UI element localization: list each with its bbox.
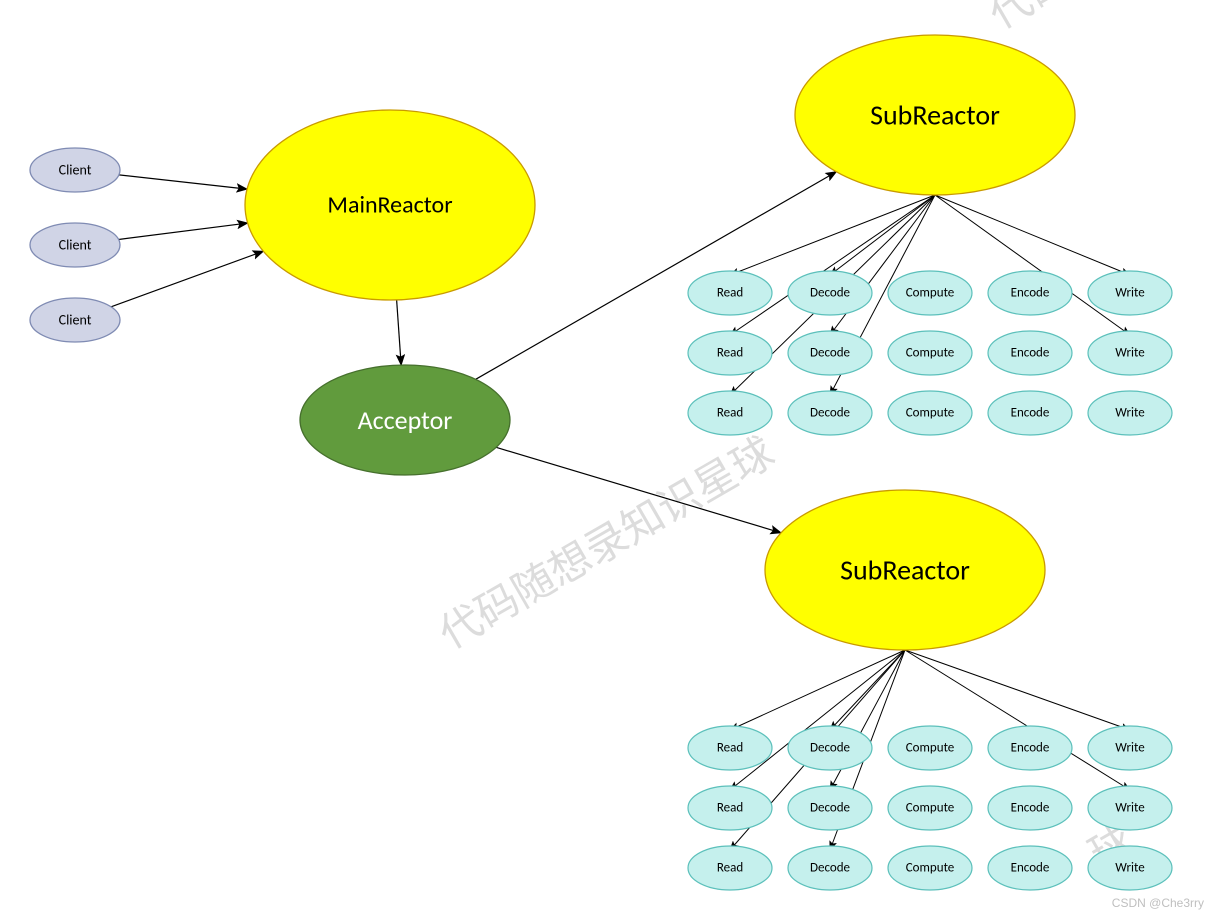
sub-reactor-node-sub1: SubReactor — [795, 35, 1075, 195]
task1-r2-c1: Decode — [788, 391, 872, 435]
sub-reactor-node-sub2-label: SubReactor — [840, 553, 970, 588]
task1-r0-c2: Compute — [888, 271, 972, 315]
client-node-client3: Client — [30, 298, 120, 342]
client-node-client2: Client — [30, 223, 120, 267]
watermark-1: 代码随 — [981, 0, 1116, 40]
task2-label-r1-c4: Write — [1115, 801, 1144, 816]
task1-r2-c3: Encode — [988, 391, 1072, 435]
task2-r2-c1: Decode — [788, 846, 872, 890]
fanout-sub2-0 — [730, 650, 905, 730]
task2-label-r0-c2: Compute — [906, 741, 955, 756]
task1-label-r2-c2: Compute — [906, 406, 955, 421]
task1-label-r1-c1: Decode — [810, 346, 850, 361]
task2-r1-c3: Encode — [988, 786, 1072, 830]
task2-r1-c0: Read — [688, 786, 772, 830]
task2-r0-c3: Encode — [988, 726, 1072, 770]
task1-r1-c2: Compute — [888, 331, 972, 375]
client-node-client1-label: Client — [59, 162, 92, 179]
sub-reactor-node-sub1-label: SubReactor — [870, 98, 1000, 133]
task1-label-r0-c4: Write — [1115, 286, 1144, 301]
task2-r2-c0: Read — [688, 846, 772, 890]
task1-label-r1-c0: Read — [717, 346, 743, 361]
task1-label-r1-c4: Write — [1115, 346, 1144, 361]
task1-label-r2-c4: Write — [1115, 406, 1144, 421]
reactor-diagram: 代码随想录知识星球代码随球ClientClientClientMainReact… — [0, 0, 1222, 918]
task2-label-r0-c1: Decode — [810, 741, 850, 756]
edge-client3-main — [111, 251, 263, 307]
task2-label-r2-c4: Write — [1115, 861, 1144, 876]
task1-label-r2-c0: Read — [717, 406, 743, 421]
task1-label-r1-c3: Encode — [1011, 346, 1050, 361]
edge-client2-main — [119, 223, 248, 239]
task1-r2-c2: Compute — [888, 391, 972, 435]
task2-r0-c2: Compute — [888, 726, 972, 770]
task1-label-r0-c0: Read — [717, 286, 743, 301]
task1-r2-c4: Write — [1088, 391, 1172, 435]
attribution-text: CSDN @Che3rry — [1112, 896, 1204, 910]
task1-r1-c0: Read — [688, 331, 772, 375]
acceptor-node: Acceptor — [300, 365, 510, 475]
task1-r0-c4: Write — [1088, 271, 1172, 315]
task2-label-r1-c3: Encode — [1011, 801, 1050, 816]
task2-label-r0-c3: Encode — [1011, 741, 1050, 756]
task2-r0-c1: Decode — [788, 726, 872, 770]
task2-r2-c3: Encode — [988, 846, 1072, 890]
edge-client1-main — [119, 175, 247, 189]
fanout-sub1-1 — [830, 195, 935, 275]
fanout-sub1-6 — [935, 195, 1130, 275]
task2-label-r0-c4: Write — [1115, 741, 1144, 756]
sub-reactor-node-sub2: SubReactor — [765, 490, 1045, 650]
task2-r0-c0: Read — [688, 726, 772, 770]
task2-r0-c4: Write — [1088, 726, 1172, 770]
task2-label-r1-c0: Read — [717, 801, 743, 816]
watermark-0: 代码随想录知识星球 — [431, 427, 784, 660]
task2-label-r2-c3: Encode — [1011, 861, 1050, 876]
task1-label-r0-c1: Decode — [810, 286, 850, 301]
task2-label-r2-c2: Compute — [906, 861, 955, 876]
task1-r1-c1: Decode — [788, 331, 872, 375]
client-node-client1: Client — [30, 148, 120, 192]
task2-label-r1-c2: Compute — [906, 801, 955, 816]
task2-label-r2-c0: Read — [717, 861, 743, 876]
task1-label-r2-c3: Encode — [1011, 406, 1050, 421]
client-node-client3-label: Client — [59, 312, 92, 329]
task2-r1-c1: Decode — [788, 786, 872, 830]
task2-label-r1-c1: Decode — [810, 801, 850, 816]
task1-r1-c4: Write — [1088, 331, 1172, 375]
task2-r2-c4: Write — [1088, 846, 1172, 890]
task2-label-r0-c0: Read — [717, 741, 743, 756]
task2-r1-c4: Write — [1088, 786, 1172, 830]
task1-label-r1-c2: Compute — [906, 346, 955, 361]
acceptor-node-label: Acceptor — [358, 404, 453, 436]
task1-label-r0-c3: Encode — [1011, 286, 1050, 301]
fanout-sub2-1 — [830, 650, 905, 730]
fanout-sub1-0 — [730, 195, 935, 275]
client-node-client2-label: Client — [59, 237, 92, 254]
task1-r2-c0: Read — [688, 391, 772, 435]
main-reactor-node-label: MainReactor — [327, 191, 452, 220]
edge-main-acceptor — [397, 300, 402, 365]
task1-label-r0-c2: Compute — [906, 286, 955, 301]
fanout-sub2-6 — [905, 650, 1130, 730]
task2-r2-c2: Compute — [888, 846, 972, 890]
task1-r0-c3: Encode — [988, 271, 1072, 315]
task1-label-r2-c1: Decode — [810, 406, 850, 421]
task1-r1-c3: Encode — [988, 331, 1072, 375]
task2-r1-c2: Compute — [888, 786, 972, 830]
task1-r0-c1: Decode — [788, 271, 872, 315]
main-reactor-node: MainReactor — [245, 110, 535, 300]
task2-label-r2-c1: Decode — [810, 861, 850, 876]
task1-r0-c0: Read — [688, 271, 772, 315]
